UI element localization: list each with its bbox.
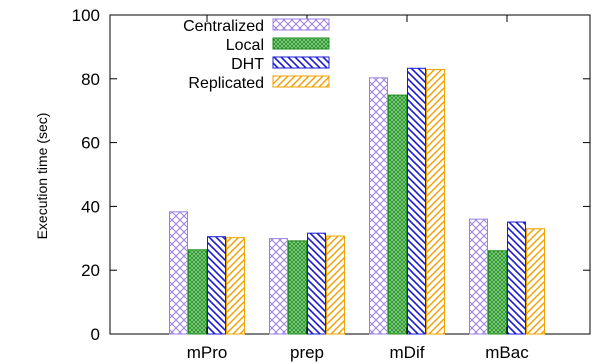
bars [169,67,545,335]
legend-swatch-dht [272,56,330,69]
bar-dht-mbac [507,221,526,335]
x-category-label: mBac [485,343,529,362]
y-tick-label: 60 [81,134,100,153]
bar-centralized-mdif [369,77,388,335]
x-category-label: mDif [390,343,425,362]
x-axis: mPro prep mDif mBac [187,15,529,362]
y-tick-label: 0 [91,325,100,344]
bar-local-mdif [388,94,407,335]
legend-label-dht: DHT [231,56,264,73]
bar-replicated-mbac [526,228,545,335]
legend: Centralized Local DHT Replicated [183,18,330,92]
y-tick-label: 20 [81,261,100,280]
bar-replicated-mpro [226,237,245,335]
plot-frame [109,14,591,335]
legend-swatch-local [272,37,330,50]
legend-label-local: Local [226,37,264,54]
bar-replicated-prep [326,235,345,335]
y-tick-label: 100 [72,6,100,25]
bar-local-mpro [188,249,207,335]
x-category-label: mPro [187,343,228,362]
legend-label-centralized: Centralized [183,18,264,35]
bar-centralized-mpro [169,211,188,335]
bar-centralized-prep [269,238,288,335]
y-tick-label: 80 [81,70,100,89]
bar-local-mbac [488,250,507,335]
bar-dht-prep [307,232,326,335]
bar-local-prep [288,240,307,335]
y-axis: 0 20 40 60 80 100 [72,6,590,344]
legend-label-replicated: Replicated [188,75,264,92]
bar-centralized-mbac [469,218,488,335]
x-category-label: prep [290,343,324,362]
bar-dht-mdif [407,67,426,335]
bar-dht-mpro [207,236,226,335]
legend-swatch-centralized [272,18,330,31]
y-axis-label: Execution time (sec) [34,113,50,240]
legend-swatch-replicated [272,75,330,88]
bar-replicated-mdif [426,69,445,335]
y-tick-label: 40 [81,197,100,216]
